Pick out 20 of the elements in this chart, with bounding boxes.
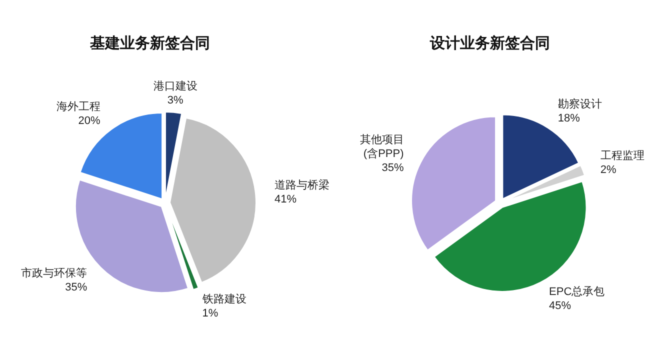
data-label: 2% [600,164,617,176]
slice-label: 工程监理 [600,150,644,162]
data-label: 35% [382,162,404,174]
data-label: 35% [65,282,88,294]
slice-label: 勘察设计 [558,98,602,111]
chart-title: 基建业务新签合同 [89,34,210,52]
data-label: 41% [274,194,297,206]
data-label: 20% [78,114,101,127]
data-label: 18% [558,112,580,125]
data-label: 3% [167,94,184,106]
slice-label: 其他项目 (含PPP) [360,132,404,160]
chart-title: 设计业务新签合同 [429,34,550,52]
data-label: 45% [549,300,572,312]
slice-label: 港口建设 [153,79,198,92]
slice-label: EPC总承包 [549,285,605,298]
slice-label: 市政与环保等 [21,266,88,280]
slice-label: 铁路建设 [201,292,246,306]
slice-label: 海外工程 [56,100,100,113]
slice-label: 道路与桥梁 [274,178,330,192]
data-label: 1% [202,307,218,320]
